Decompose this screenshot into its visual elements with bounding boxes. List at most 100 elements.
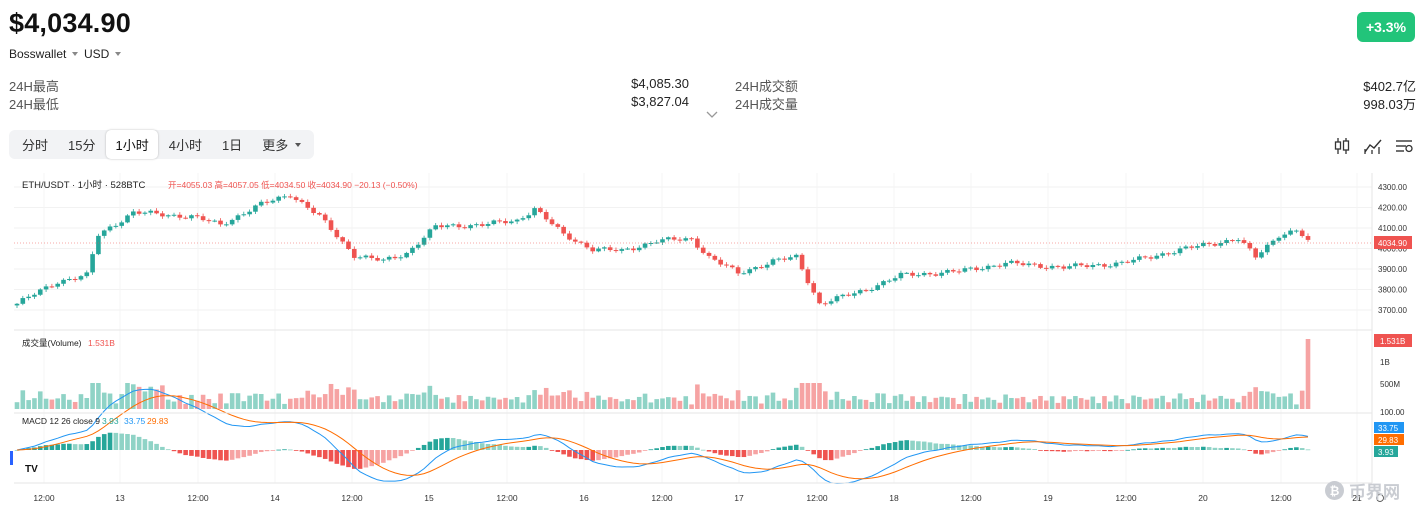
candle-body bbox=[468, 225, 473, 229]
price-tick: 4300.00 bbox=[1378, 183, 1407, 192]
volume-bar bbox=[1148, 398, 1154, 409]
candle-body bbox=[404, 252, 409, 258]
macd-hist-bar bbox=[194, 450, 200, 457]
macd-hist-bar bbox=[131, 434, 136, 450]
currency-select[interactable]: USD bbox=[84, 47, 122, 61]
price-chart[interactable]: ETH/USDT · 1小时 · 528BTC 开=4055.03 高=4057… bbox=[0, 168, 1422, 513]
volume-bar bbox=[753, 396, 758, 409]
candle-body bbox=[642, 243, 648, 248]
candlestick-icon[interactable] bbox=[1332, 137, 1352, 155]
candle-body bbox=[1253, 248, 1258, 258]
candle-body bbox=[543, 212, 549, 220]
time-label: 12:00 bbox=[651, 493, 673, 503]
candle-body bbox=[788, 257, 793, 260]
expand-chevron-icon[interactable] bbox=[706, 111, 718, 119]
candle-body bbox=[491, 220, 497, 225]
tab-1h[interactable]: 1小时 bbox=[106, 130, 158, 159]
candle-body bbox=[113, 225, 119, 227]
candle-body bbox=[892, 278, 898, 281]
volume-bar bbox=[1171, 398, 1177, 409]
macd-hist-bar bbox=[200, 450, 206, 458]
candle-body bbox=[322, 214, 328, 221]
macd-hist-bar bbox=[747, 450, 753, 456]
volume-bar bbox=[636, 396, 642, 409]
macd-hist-bar bbox=[1264, 450, 1270, 454]
volume-bar bbox=[1055, 402, 1061, 409]
tab-more[interactable]: 更多 bbox=[253, 130, 310, 159]
candle-body bbox=[863, 290, 869, 292]
volume-bar bbox=[1049, 396, 1055, 409]
macd-hist-bar bbox=[224, 450, 229, 461]
candle-body bbox=[200, 216, 206, 221]
macd-hist-bar bbox=[84, 444, 90, 450]
volume-bar bbox=[113, 403, 119, 409]
volume-bar bbox=[96, 383, 101, 409]
change-badge: +3.3% bbox=[1357, 12, 1415, 42]
macd-hist-bar bbox=[49, 444, 55, 450]
candle-body bbox=[369, 255, 375, 258]
time-label: 12:00 bbox=[341, 493, 363, 503]
macd-hist-bar bbox=[427, 441, 433, 450]
volume-bar bbox=[49, 399, 55, 409]
candle-body bbox=[584, 242, 590, 248]
volume-bar bbox=[747, 395, 753, 409]
tab-timeline[interactable]: 分时 bbox=[22, 138, 49, 153]
macd-hist-bar bbox=[369, 450, 375, 467]
volume-bar bbox=[26, 400, 31, 409]
candle-body bbox=[474, 224, 479, 226]
candle-body bbox=[61, 279, 66, 284]
volume-bar bbox=[514, 397, 520, 409]
candle-body bbox=[1096, 264, 1101, 266]
candle-body bbox=[1014, 260, 1020, 264]
volume-bar bbox=[125, 383, 130, 409]
macd-hist-bar bbox=[869, 447, 875, 450]
macd-hist-bar bbox=[450, 438, 456, 450]
macd-hist-bar bbox=[613, 450, 619, 458]
macd-hist-bar bbox=[276, 449, 281, 451]
volume-bar bbox=[1026, 402, 1032, 409]
macd-hist-bar bbox=[398, 450, 404, 457]
candle-body bbox=[1026, 263, 1032, 266]
macd-hist-bar bbox=[235, 450, 241, 459]
volume-bar bbox=[543, 387, 549, 409]
volume-bar bbox=[171, 401, 177, 409]
volume-bar bbox=[811, 383, 816, 409]
volume-bar bbox=[1195, 402, 1200, 409]
exchange-select[interactable]: Bosswallet bbox=[9, 47, 79, 61]
candle-body bbox=[910, 272, 915, 276]
volume-bar bbox=[37, 391, 43, 409]
volume-bar bbox=[578, 401, 584, 409]
candle-body bbox=[1195, 246, 1200, 248]
candle-body bbox=[607, 247, 613, 251]
macd-hist-bar bbox=[96, 436, 101, 450]
volume-bar bbox=[160, 385, 165, 409]
candle-body bbox=[968, 267, 974, 269]
volume-bar bbox=[1044, 400, 1049, 409]
tab-15m[interactable]: 15分 bbox=[68, 138, 96, 153]
tab-1d[interactable]: 1日 bbox=[221, 138, 243, 153]
volume-tick: 500M bbox=[1380, 380, 1400, 389]
macd-hist-bar bbox=[125, 434, 130, 450]
macd-hist-bar bbox=[793, 444, 799, 450]
candle-body bbox=[357, 257, 363, 259]
volume-bar bbox=[683, 396, 689, 409]
candle-body bbox=[886, 280, 892, 282]
macd-hist-bar bbox=[299, 450, 305, 452]
indicator-icon[interactable] bbox=[1363, 137, 1383, 155]
settings-sliders-icon[interactable] bbox=[1394, 137, 1414, 155]
volume-bar bbox=[1090, 396, 1096, 409]
volume-bar bbox=[561, 392, 566, 409]
macd-hist-bar bbox=[968, 445, 974, 450]
macd-hist-bar bbox=[456, 439, 462, 450]
candle-body bbox=[288, 196, 293, 198]
volume-bar bbox=[863, 399, 869, 409]
candle-body bbox=[805, 269, 811, 284]
candle-body bbox=[875, 285, 880, 291]
chart-grid bbox=[14, 173, 1372, 483]
candle-body bbox=[299, 199, 305, 202]
volume-bar bbox=[1270, 393, 1276, 409]
volume-bar bbox=[1125, 403, 1131, 409]
tab-4h[interactable]: 4小时 bbox=[168, 138, 202, 153]
volume-bar bbox=[898, 394, 904, 409]
volume-bar bbox=[985, 397, 991, 409]
